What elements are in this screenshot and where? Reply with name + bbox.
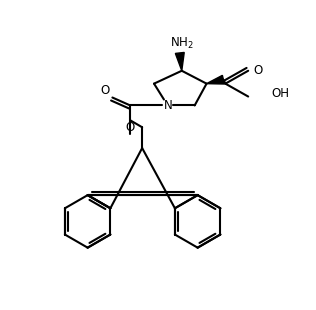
Polygon shape [207,75,224,84]
Polygon shape [175,52,184,71]
Text: NH$_2$: NH$_2$ [170,36,194,51]
Text: OH: OH [271,87,289,100]
Text: O: O [253,64,262,77]
Text: O: O [101,84,110,97]
Text: O: O [126,121,135,134]
Text: N: N [164,99,172,112]
